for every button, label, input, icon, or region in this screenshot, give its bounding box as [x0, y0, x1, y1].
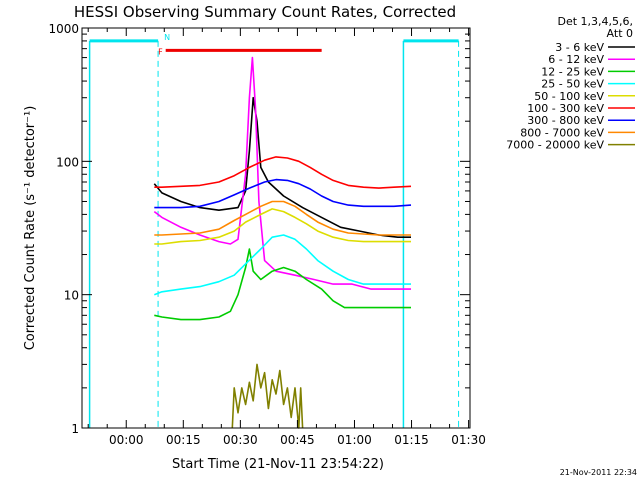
x-tick-label: 00:15 — [166, 433, 201, 447]
x-tick-label: 00:45 — [280, 433, 315, 447]
y-tick-label: 100 — [56, 155, 79, 169]
y-tick-label: 10 — [64, 289, 79, 303]
series-line-3 — [154, 248, 411, 321]
legend-label-2: 6 - 12 keV — [548, 53, 604, 66]
x-tick-label: 01:00 — [337, 433, 372, 447]
y-axis-label: Corrected Count Rate (s⁻¹ detector⁻¹) — [23, 106, 38, 351]
plot-frame — [81, 27, 471, 429]
n-bar-label: N — [164, 33, 170, 42]
legend-header-line-1: Det 1,3,4,5,6, — [557, 15, 633, 28]
legend-header-line-2: Att 0 — [607, 27, 633, 40]
legend-label-3: 12 - 25 keV — [541, 65, 604, 78]
legend-label-4: 25 - 50 keV — [541, 78, 604, 91]
legend-label-5: 50 - 100 keV — [534, 90, 604, 103]
y-tick-label: 1000 — [48, 22, 79, 36]
series-line-5 — [154, 208, 411, 245]
series-line-8 — [154, 200, 411, 236]
legend-label-7: 300 - 800 keV — [527, 114, 604, 127]
series-line-1 — [153, 96, 411, 238]
x-tick-label: 01:15 — [394, 433, 429, 447]
legend-label-1: 3 - 6 keV — [555, 41, 604, 54]
y-tick-label: 1 — [71, 422, 79, 436]
x-tick-label: 00:00 — [109, 433, 144, 447]
legend-label-8: 800 - 7000 keV — [520, 126, 604, 139]
plot-area: NF 00:00 00:15 00:30 00:45 01:00 01:15 01:30 1 1… — [48, 22, 485, 447]
x-tick-label: 01:30 — [451, 433, 486, 447]
x-axis-label: Start Time (21-Nov-11 23:54:22) — [172, 457, 384, 472]
series-line-6 — [154, 156, 412, 189]
series-line-4 — [154, 234, 411, 296]
x-tick-label: 00:30 — [223, 433, 258, 447]
series-line-7 — [154, 178, 412, 209]
series-line-2 — [153, 56, 411, 290]
f-bar-label: F — [158, 47, 163, 56]
series-line-9 — [231, 363, 304, 429]
legend-label-6: 100 - 300 keV — [527, 102, 604, 115]
chart-title: HESSI Observing Summary Count Rates, Cor… — [74, 3, 456, 21]
plot-timestamp: 21-Nov-2011 22:34 — [560, 468, 637, 477]
legend-label-9: 7000 - 20000 keV — [506, 139, 604, 152]
